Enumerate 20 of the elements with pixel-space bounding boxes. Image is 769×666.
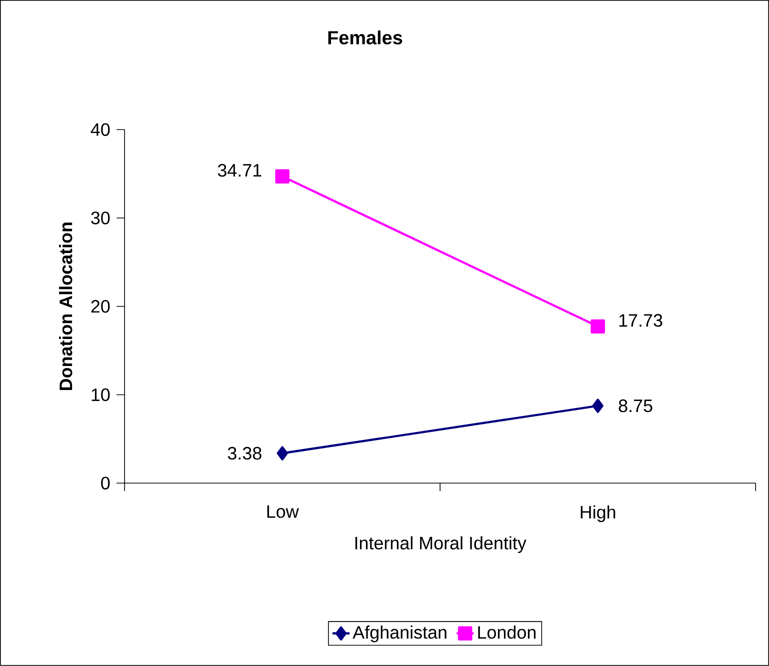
point <box>592 398 604 413</box>
y-tick-label: 30 <box>91 212 110 224</box>
y-tick-label: 40 <box>90 123 110 136</box>
x-axis-title: Internal Moral Identity <box>355 536 526 554</box>
data-label: 17.73 <box>619 314 662 327</box>
legend-label: Afghanistan <box>352 626 446 642</box>
y-tick-label: 20 <box>91 300 110 313</box>
point <box>590 319 605 334</box>
point <box>276 446 288 460</box>
point <box>275 169 290 184</box>
data-label: 34.71 <box>218 164 262 177</box>
chart-title: Females <box>328 30 402 44</box>
data-label: 8.75 <box>618 400 652 412</box>
y-tick-label: 10 <box>92 388 110 402</box>
x-tick-label: High <box>580 505 616 522</box>
legend-label: London <box>478 626 536 639</box>
x-tick-label: Low <box>267 505 299 518</box>
y-tick-label: 0 <box>101 476 110 490</box>
y-axis-title: Donation Allocation <box>59 222 72 390</box>
data-label: 3.38 <box>228 446 262 460</box>
